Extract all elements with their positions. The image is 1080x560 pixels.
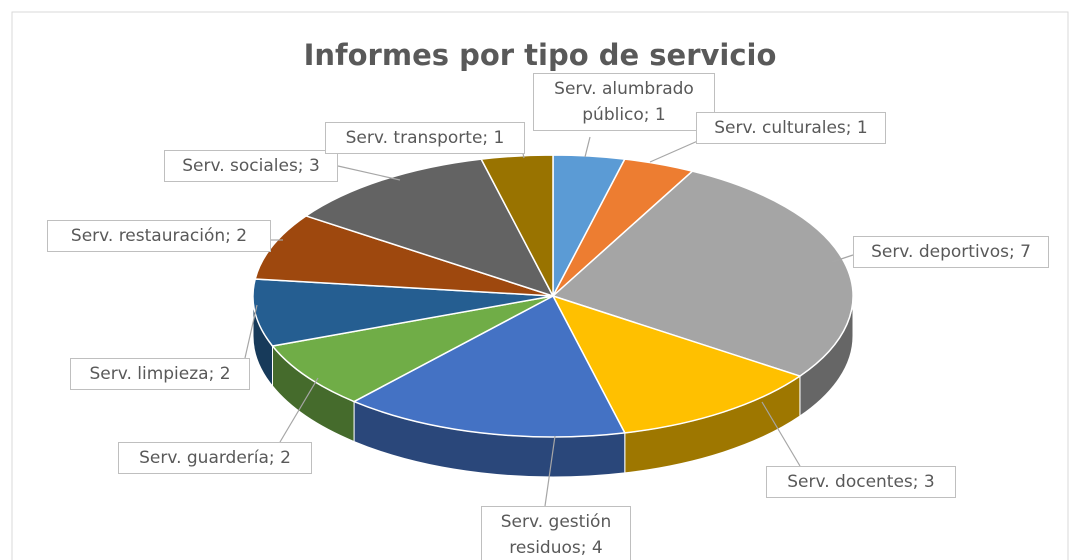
leader-line (337, 165, 401, 181)
leader-line (584, 136, 591, 158)
leader-line (649, 139, 701, 163)
leader-line (544, 435, 556, 507)
leader-line (761, 401, 801, 467)
leader-line (831, 254, 854, 263)
data-label: Serv. restauración; 2 (47, 220, 271, 252)
pie-slice (551, 170, 854, 377)
data-label: Serv. gestión residuos; 4 (481, 506, 631, 560)
pie-slice (304, 158, 555, 298)
data-label: Serv. deportivos; 7 (853, 236, 1049, 268)
chart-title: Informes por tipo de servicio (303, 38, 777, 72)
pie-slice (480, 154, 554, 297)
pie-slice (352, 294, 626, 438)
data-label: Serv. transporte; 1 (325, 122, 525, 154)
data-label: Serv. guardería; 2 (118, 442, 312, 474)
data-label: Serv. docentes; 3 (766, 466, 956, 498)
data-label: Serv. limpieza; 2 (70, 358, 250, 390)
pie-slice (254, 215, 554, 297)
pie-slice (551, 294, 802, 434)
data-label: Serv. culturales; 1 (696, 112, 886, 144)
leader-line (244, 304, 258, 359)
pie-slice (271, 295, 554, 403)
data-label: Serv. alumbrado público; 1 (533, 73, 715, 131)
leader-line (279, 377, 319, 443)
data-label: Serv. sociales; 3 (164, 150, 338, 182)
